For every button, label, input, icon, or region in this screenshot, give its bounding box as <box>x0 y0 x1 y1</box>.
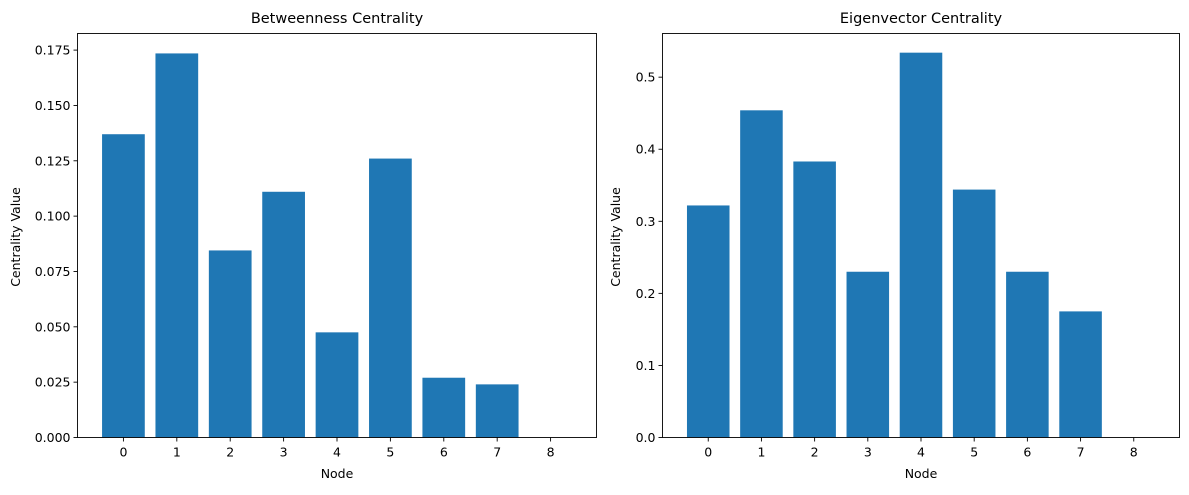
bar-node-2 <box>793 161 836 438</box>
bar-node-5 <box>369 158 412 438</box>
x-tick-label: 6 <box>440 445 448 460</box>
bar-node-6 <box>422 377 466 438</box>
y-axis-label: Centrality Value <box>608 187 623 287</box>
y-tick-label: 0.5 <box>636 70 656 85</box>
bar-node-2 <box>208 250 252 438</box>
y-tick-label: 0.175 <box>35 43 71 58</box>
x-tick-label: 8 <box>1130 445 1138 460</box>
x-tick-label: 3 <box>280 445 288 460</box>
betweenness-chart: Betweenness Centrality Node Centrality V… <box>8 11 597 481</box>
bar-node-1 <box>155 53 199 438</box>
y-tick-label: 0.050 <box>35 319 71 334</box>
x-axis-label: Node <box>321 466 354 481</box>
bar-node-4 <box>315 332 359 438</box>
x-tick-label: 7 <box>1077 445 1085 460</box>
y-tick-label: 0.3 <box>636 214 656 229</box>
y-tick-label: 0.100 <box>35 209 71 224</box>
bars <box>686 52 1102 438</box>
plot-frame <box>662 33 1180 438</box>
bar-node-6 <box>1006 271 1049 438</box>
y-axis-label: Centrality Value <box>8 187 23 287</box>
chart-title: Eigenvector Centrality <box>840 11 1003 27</box>
bars <box>102 53 519 438</box>
x-tick-label: 7 <box>493 445 501 460</box>
x-ticks: 0 1 2 3 4 5 6 7 8 <box>119 437 555 460</box>
x-tick-label: 1 <box>173 445 181 460</box>
x-tick-label: 2 <box>811 445 819 460</box>
bar-node-4 <box>899 52 943 438</box>
x-axis-label: Node <box>905 466 938 481</box>
bar-node-5 <box>952 189 996 438</box>
x-tick-label: 2 <box>226 445 234 460</box>
x-tick-label: 5 <box>386 445 394 460</box>
y-tick-label: 0.1 <box>636 358 656 373</box>
eigenvector-chart: Eigenvector Centrality Node Centrality V… <box>608 11 1180 481</box>
x-tick-label: 6 <box>1023 445 1031 460</box>
y-tick-label: 0.125 <box>35 153 71 168</box>
y-tick-label: 0.2 <box>636 286 656 301</box>
x-tick-label: 4 <box>333 445 341 460</box>
bar-node-1 <box>740 110 783 438</box>
bar-node-7 <box>475 384 519 438</box>
x-tick-label: 8 <box>547 445 555 460</box>
y-ticks: 0.000 0.025 0.050 0.075 0.100 0.125 0.150 0.175 <box>35 43 78 445</box>
y-tick-label: 0.150 <box>35 98 71 113</box>
bar-node-0 <box>102 134 145 438</box>
bar-node-0 <box>686 205 730 438</box>
chart-title: Betweenness Centrality <box>251 11 424 27</box>
x-tick-label: 0 <box>119 445 127 460</box>
plot-frame <box>77 33 597 438</box>
y-tick-label: 0.0 <box>636 430 656 445</box>
bar-node-7 <box>1059 311 1102 438</box>
x-tick-label: 1 <box>757 445 765 460</box>
y-tick-label: 0.000 <box>35 430 71 445</box>
y-ticks: 0.0 0.1 0.2 0.3 0.4 0.5 <box>636 70 663 445</box>
x-ticks: 0 1 2 3 4 5 6 7 8 <box>704 437 1138 460</box>
x-tick-label: 4 <box>917 445 925 460</box>
x-tick-label: 0 <box>704 445 712 460</box>
x-tick-label: 5 <box>970 445 978 460</box>
bar-node-3 <box>262 191 305 438</box>
y-tick-label: 0.4 <box>636 142 656 157</box>
y-tick-label: 0.075 <box>35 264 71 279</box>
y-tick-label: 0.025 <box>35 375 71 390</box>
x-tick-label: 3 <box>864 445 872 460</box>
bar-node-3 <box>846 271 890 438</box>
